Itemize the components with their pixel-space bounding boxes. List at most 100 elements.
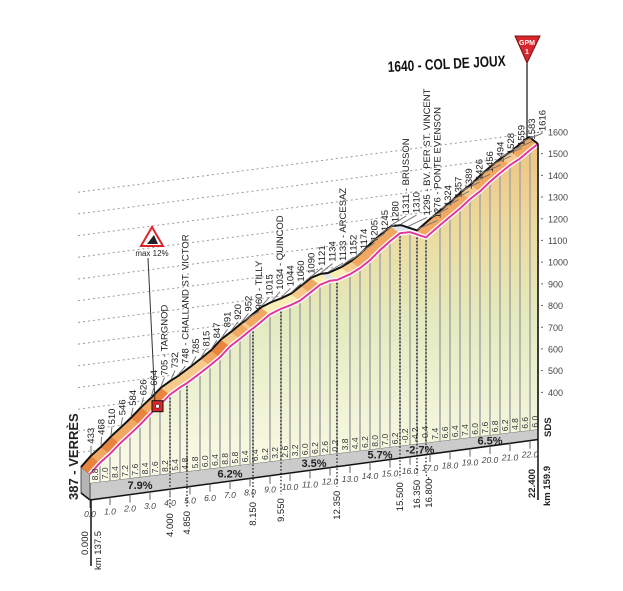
x-tick-label: 0.0 [84,509,96,519]
altitude-tick [370,232,386,243]
altitude-label: 1389 [464,168,475,189]
altitude-tick [470,173,491,184]
altitude-label: 1357 [454,177,465,198]
altitude-tick [130,407,134,417]
gradient-label: 6.2 [260,448,270,460]
gradient-label: 7.6 [150,461,160,473]
altitude-label: 1134 [328,241,339,261]
altitude-tick [490,155,512,166]
max-gradient-label: max 12% [135,249,168,258]
altitude-label: 1528 [506,133,517,154]
altitude-tick [400,214,417,225]
gpm-category: 1 [525,49,529,56]
gradient-label: 4.8 [510,418,520,430]
altitude-label: 732 [170,353,181,369]
altitude-label: 1494 [496,142,507,163]
distance-marker-label: 9.550 [276,498,287,522]
altitude-tick [460,181,480,192]
average-gradient-label: 6.2% [217,469,242,481]
y-tick [536,131,546,134]
altitude-label: 920 [233,304,244,320]
x-tick-label: 9.0 [264,485,276,495]
gpm-badge-text: GPM [519,40,535,47]
end-distance-label: 22.400 [527,469,538,498]
altitude-label: 1090 [307,253,318,274]
gradient-label: 7.0 [100,467,110,479]
gradient-label: 6.4 [450,425,460,437]
altitude-tick [350,250,365,261]
gradient-label: 3.2 [290,444,300,456]
altitude-label: 1456 [485,151,496,172]
altitude-tick [390,215,407,226]
altitude-label: 664 [149,370,160,386]
distance-marker-label: 4.000 [165,513,176,537]
altitude-tick [100,436,102,446]
altitude-label: 1015 [265,274,276,295]
altitude-tick [320,263,333,274]
gradient-label: 6.2 [360,436,370,448]
gradient-label: 5.8 [190,456,200,468]
altitude-label: 468 [97,419,108,435]
y-tick-label: 1500 [548,149,568,159]
gradient-label: -0.2 [400,428,410,443]
gradient-label: 6.4 [210,454,220,466]
gradient-label: 7.4 [460,424,470,436]
sds-label: SDS [543,417,554,437]
altitude-tick [290,283,302,294]
gradient-label: 5.4 [170,459,180,471]
distance-marker-label: 16.350 [412,480,423,509]
x-tick-label: 14.0 [362,471,379,481]
gradient-label: 8.4 [140,462,150,474]
x-tick-label: 22.0 [521,450,539,460]
base-edge [80,492,91,501]
altitude-tick [300,275,312,286]
altitude-tick [240,313,249,323]
altitude-label: 960 - TILLY [254,260,265,309]
altitude-tick [160,377,165,387]
altitude-label: 847 [212,322,223,338]
altitude-label: 1205 [370,220,381,241]
altitude-label: 705 - TARGNOD [160,305,171,376]
altitude-tick [360,242,375,253]
gradient-label: 6.0 [470,423,480,435]
y-tick-label: 1100 [548,236,567,246]
y-tick-label: 400 [548,388,563,398]
end-km-label: km 159.9 [542,466,553,506]
grid-line [77,153,538,215]
gradient-label: 0.2 [330,440,340,452]
altitude-tick [271,291,281,302]
altitude-tick [500,147,522,158]
altitude-label: 1152 [349,235,360,255]
max-gradient-line [147,257,156,403]
x-tick-label: 10.0 [282,482,299,492]
start-distance-label: 0.000 [80,531,91,555]
altitude-label: 510 [107,409,118,425]
base-bottom-line [89,438,539,501]
altitude-label: 1616 [538,110,549,131]
gradient-label: 8.0 [370,435,380,447]
max-gradient-dot [155,403,160,409]
mountain-glyph-icon [147,235,158,244]
distance-marker-label: 15.500 [395,482,406,511]
gradient-label: 7.0 [380,434,390,446]
y-tick-label: 700 [548,323,563,333]
altitude-label: 1034 - QUINCOD [275,215,286,290]
gradient-label: 4.8 [180,458,190,470]
altitude-tick [327,262,344,273]
altitude-label: 1133 - ARCESAZ [338,188,349,261]
steep-climb-icon [139,225,165,247]
gradient-label: 6.0 [530,416,540,428]
altitude-tick [110,426,113,436]
x-tick-label: 15.0 [382,469,399,479]
altitude-label: 433 [86,428,97,444]
altitude-tick [120,417,123,427]
gradient-label: 7.6 [130,464,140,476]
altitude-tick [416,219,438,230]
x-tick-label: 4.0 [164,498,176,508]
altitude-tick [210,340,218,350]
average-gradient-label: 3.5% [301,458,326,470]
labels: 4005006007008009001000110012001300140015… [66,35,568,570]
x-tick-label: 7.0 [224,490,236,500]
